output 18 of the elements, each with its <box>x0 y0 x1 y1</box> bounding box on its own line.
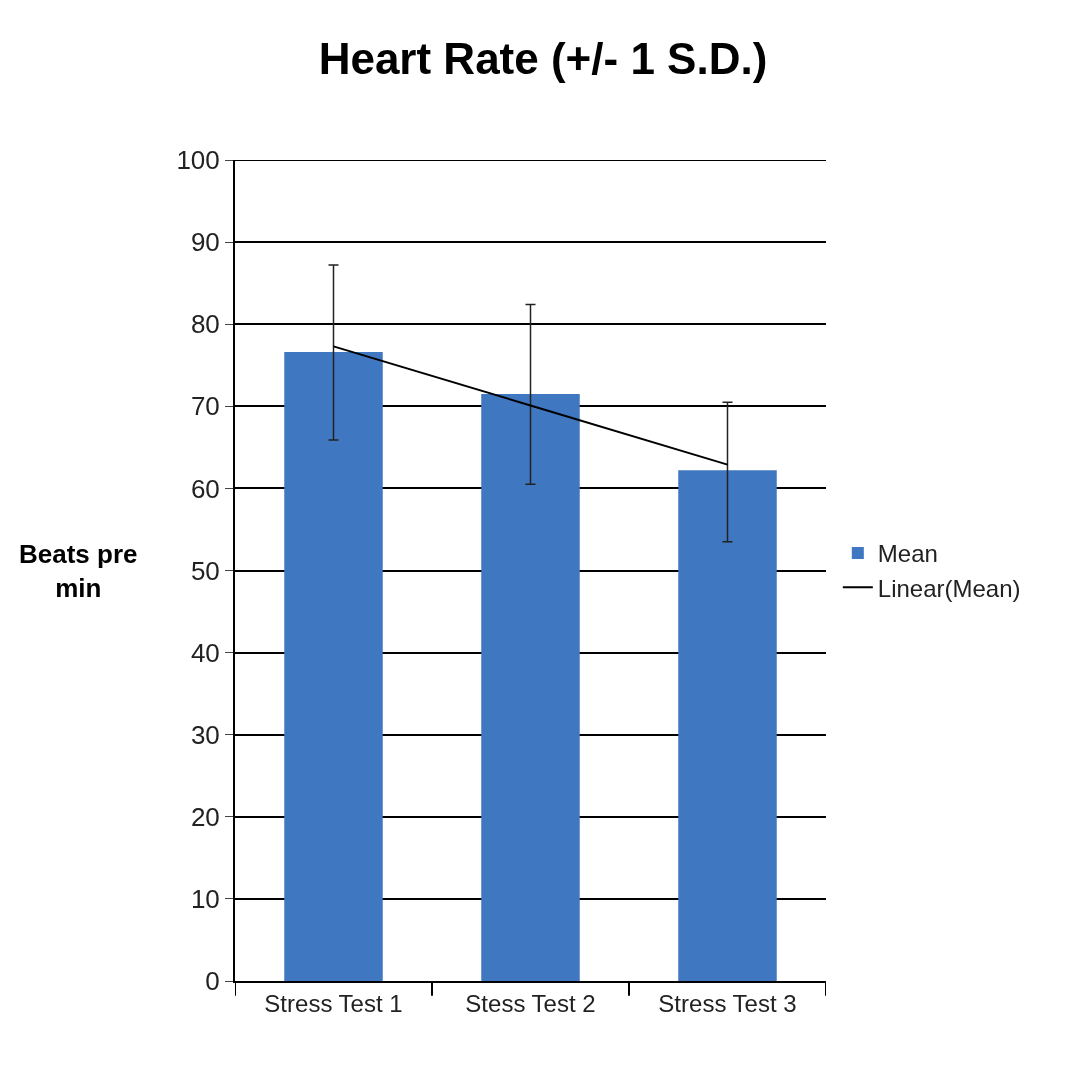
x-tick-label: Stress Test 3 <box>658 989 797 1017</box>
y-tick-label: 70 <box>190 391 220 422</box>
chart-title: Heart Rate (+/- 1 S.D.) <box>318 34 768 84</box>
y-tick-label: 50 <box>190 555 220 586</box>
y-tick-label: 60 <box>190 473 220 504</box>
y-tick-label: 20 <box>190 801 220 832</box>
y-tick-label: 10 <box>190 884 220 914</box>
y-tick-label: 30 <box>190 719 220 750</box>
x-tick-label: Stress Test 1 <box>264 989 403 1017</box>
y-tick-label: 40 <box>190 637 220 668</box>
x-tick-label: Stess Test 2 <box>465 989 596 1017</box>
legend-label: Mean <box>877 540 938 568</box>
legend-label: Linear(Mean) <box>877 574 1021 602</box>
y-tick-label: 90 <box>190 227 220 258</box>
y-tick-label: 80 <box>190 309 220 340</box>
y-axis-title: Beats pre min <box>19 539 138 603</box>
y-tick-label: 0 <box>205 966 220 997</box>
y-tick-label: 100 <box>176 145 220 176</box>
